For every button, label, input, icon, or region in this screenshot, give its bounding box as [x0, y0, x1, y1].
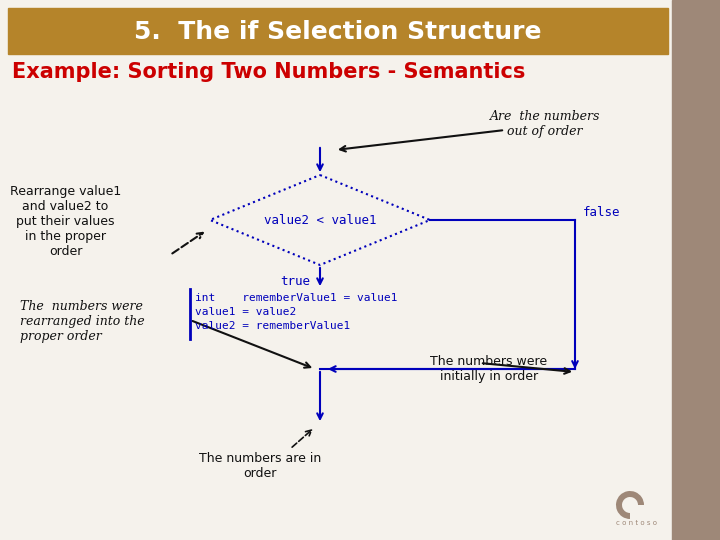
Text: false: false	[583, 206, 621, 219]
Text: The  numbers were
rearranged into the
proper order: The numbers were rearranged into the pro…	[20, 300, 145, 343]
Text: int    rememberValue1 = value1: int rememberValue1 = value1	[195, 293, 397, 303]
Text: The numbers were
initially in order: The numbers were initially in order	[430, 355, 547, 383]
Text: The numbers are in
order: The numbers are in order	[199, 452, 321, 480]
Text: value2 < value1: value2 < value1	[264, 213, 377, 226]
Text: Rearrange value1
and value2 to
put their values
in the proper
order: Rearrange value1 and value2 to put their…	[10, 185, 121, 258]
Text: value1 = value2: value1 = value2	[195, 307, 296, 317]
Bar	[672, 0, 720, 540]
Text: 5.  The if Selection Structure: 5. The if Selection Structure	[134, 20, 541, 44]
Text: true: true	[280, 275, 310, 288]
Text: Example: Sorting Two Numbers - Semantics: Example: Sorting Two Numbers - Semantics	[12, 62, 526, 82]
Text: c o n t o s o: c o n t o s o	[616, 520, 657, 526]
Wedge shape	[616, 491, 644, 519]
Text: value2 = rememberValue1: value2 = rememberValue1	[195, 321, 350, 331]
Text: Are  the numbers
out of order: Are the numbers out of order	[490, 110, 600, 138]
Bar	[8, 8, 668, 54]
